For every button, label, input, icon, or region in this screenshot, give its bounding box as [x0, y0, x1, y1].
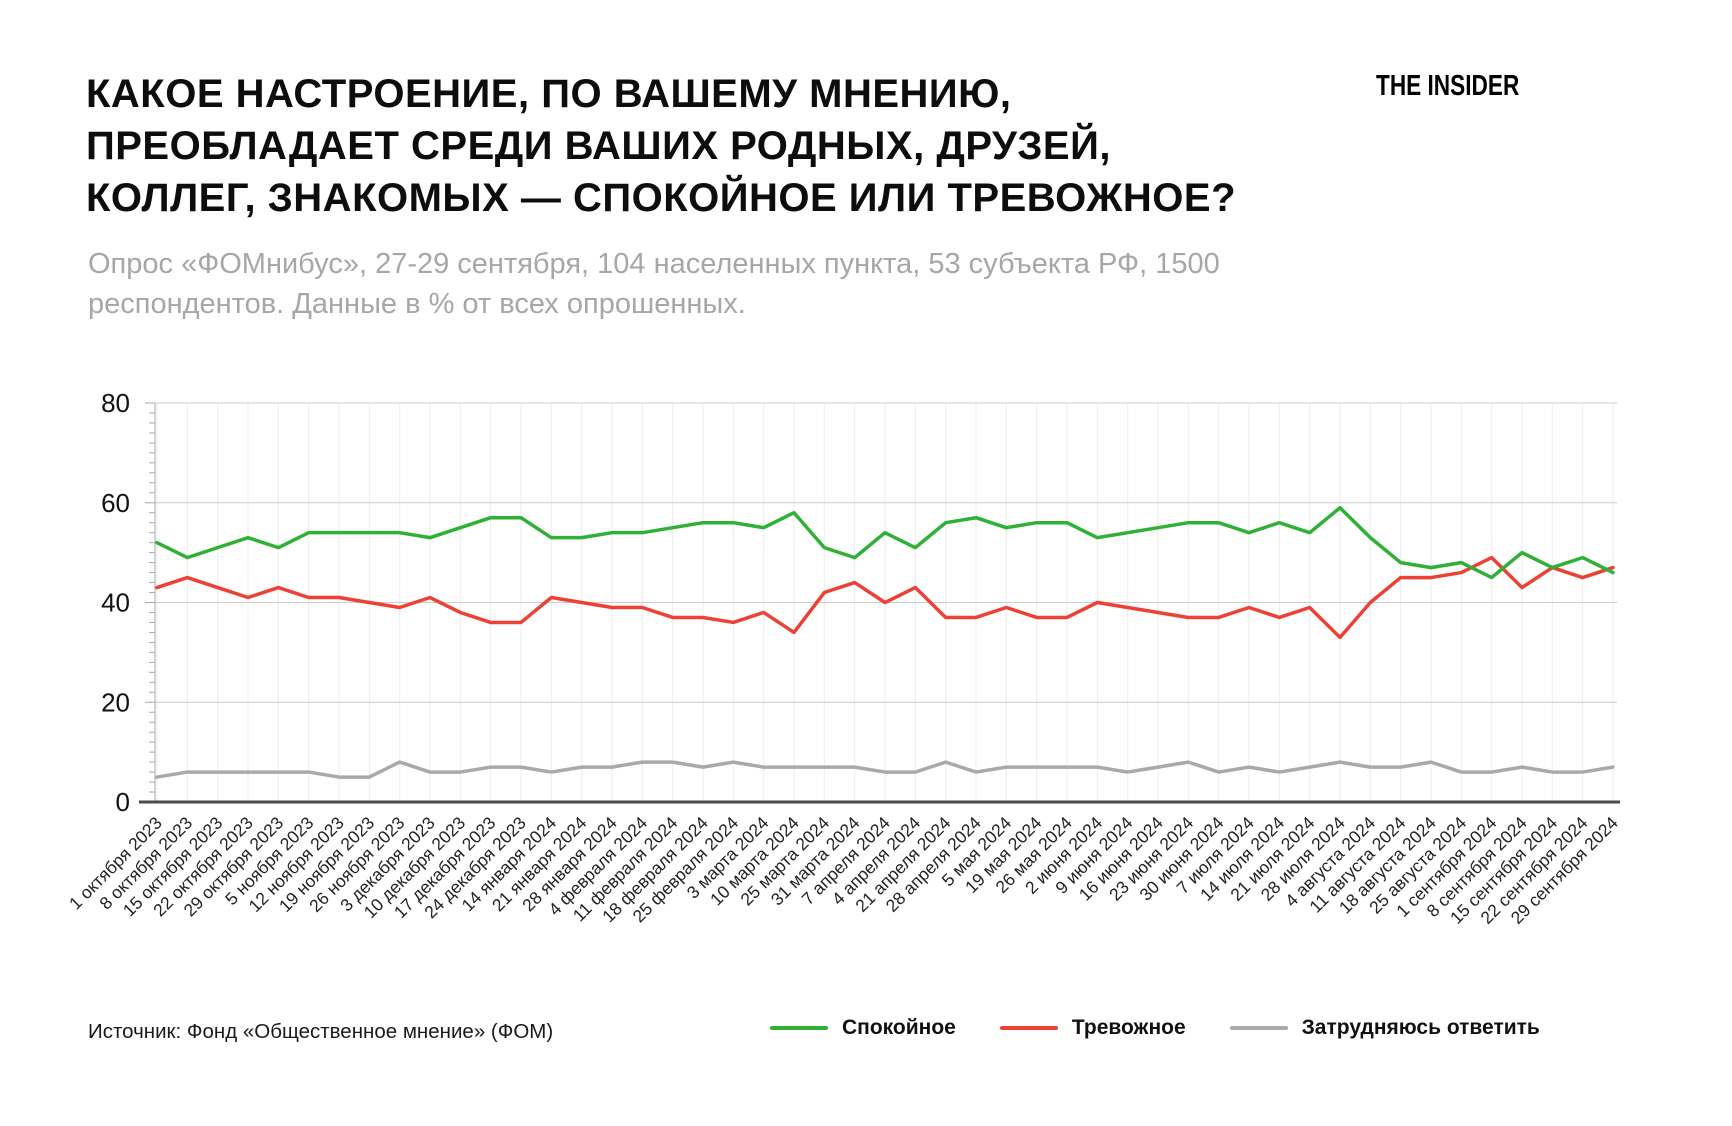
svg-text:40: 40 [101, 588, 130, 618]
legend-label-anxious: Тревожное [1071, 1016, 1186, 1039]
page-title-line-2: ПРЕОБЛАДАЕТ СРЕДИ ВАШИХ РОДНЫХ, ДРУЗЕЙ, [86, 124, 1111, 168]
page-title-line-3: КОЛЛЕГ, ЗНАКОМЫХ — СПОКОЙНОЕ ИЛИ ТРЕВОЖН… [86, 176, 1237, 220]
legend-swatch-anxious [999, 1026, 1058, 1030]
legend-label-undecided: Затрудняюсь ответить [1301, 1016, 1540, 1039]
legend-item-calm: Спокойное [770, 1016, 956, 1040]
legend-item-anxious: Тревожное [999, 1016, 1186, 1040]
survey-subtitle: Опрос «ФОМнибус», 27-29 сентября, 104 на… [88, 248, 1220, 320]
legend-swatch-calm [770, 1026, 828, 1030]
svg-text:80: 80 [101, 388, 130, 418]
page-title-line-1: КАКОЕ НАСТРОЕНИЕ, ПО ВАШЕМУ МНЕНИЮ, [86, 72, 1012, 116]
svg-text:60: 60 [101, 488, 130, 518]
legend-swatch-undecided [1229, 1026, 1288, 1030]
page-title: КАКОЕ НАСТРОЕНИЕ, ПО ВАШЕМУ МНЕНИЮ, ПРЕО… [86, 68, 1406, 224]
chart-legend: Спокойное Тревожное Затрудняюсь ответить [770, 1016, 1540, 1040]
svg-text:0: 0 [116, 787, 130, 817]
legend-label-calm: Спокойное [842, 1016, 956, 1039]
svg-text:20: 20 [101, 687, 130, 717]
source-note: Источник: Фонд «Общественное мнение» (ФО… [88, 1020, 554, 1043]
legend-item-undecided: Затрудняюсь ответить [1229, 1016, 1540, 1040]
the-insider-logo: THE INSIDER [1376, 70, 1520, 102]
